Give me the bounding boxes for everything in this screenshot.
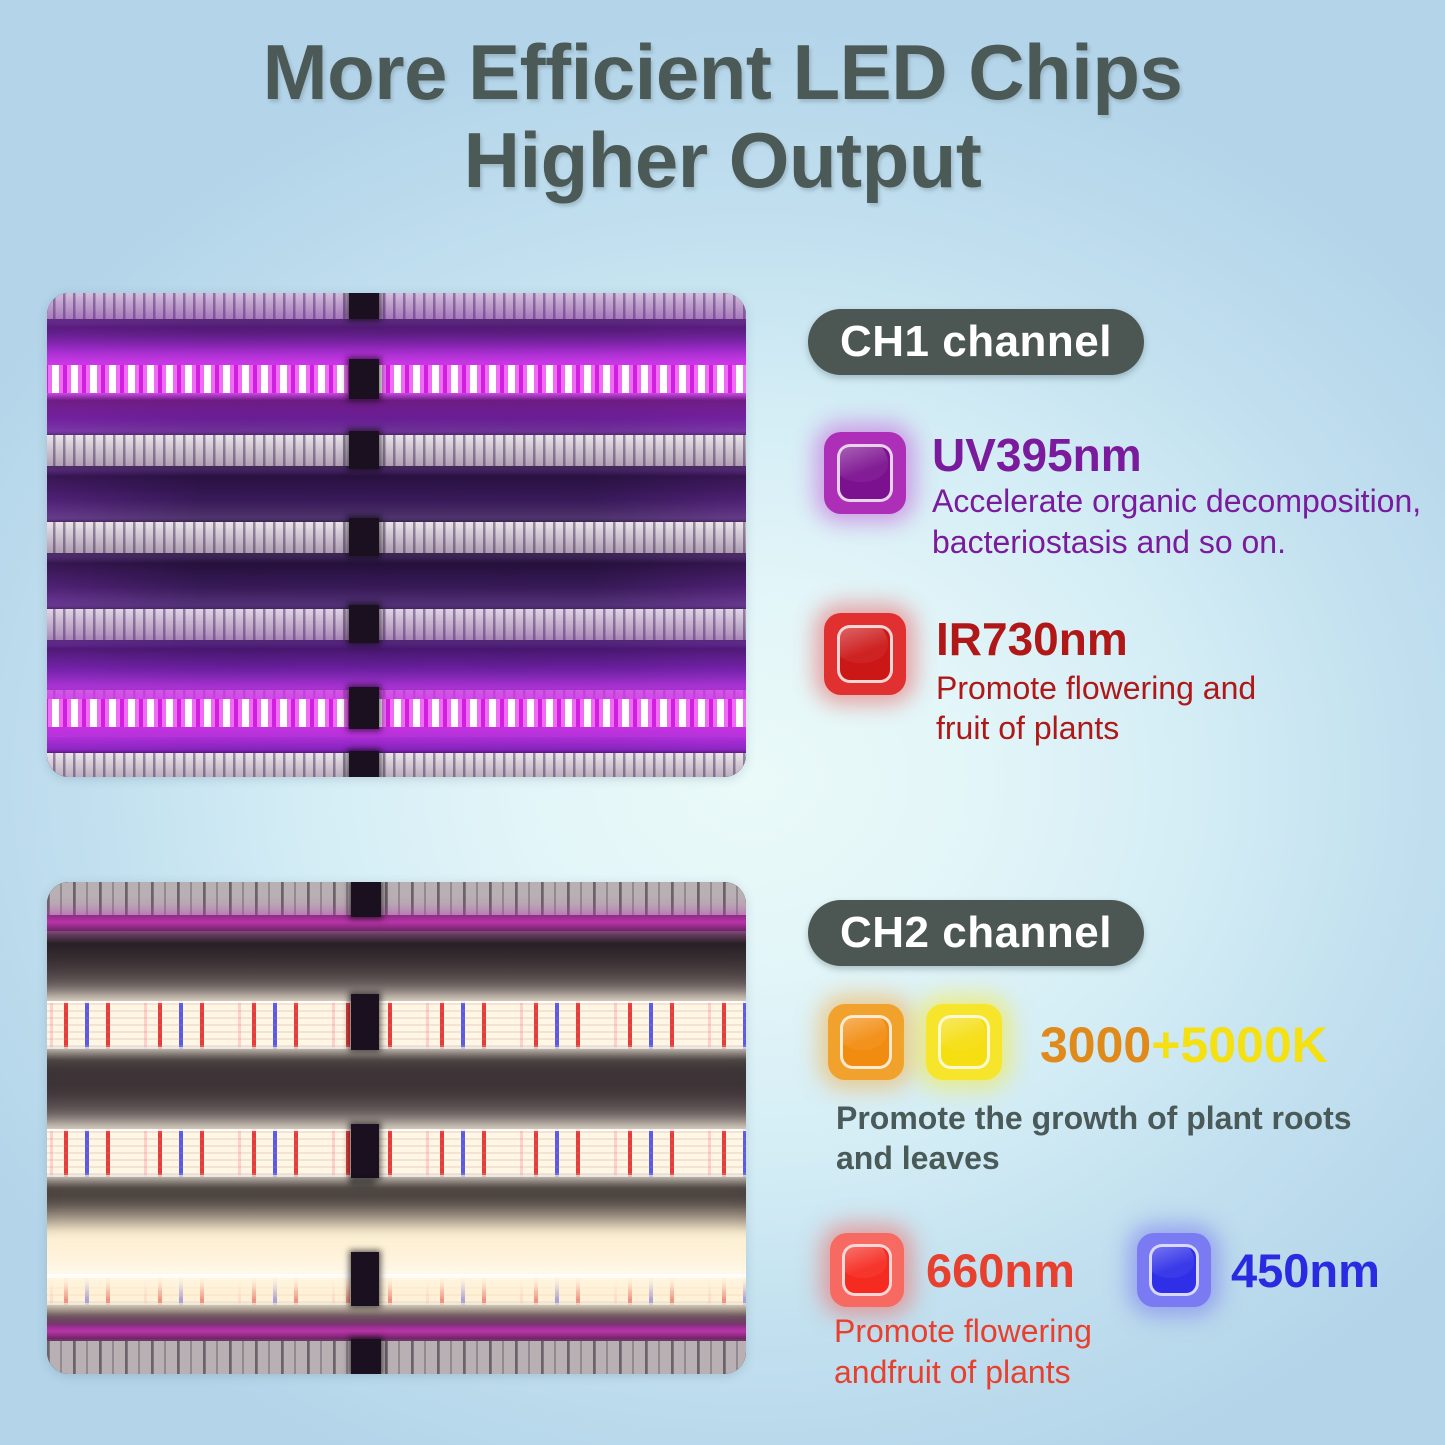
led-bar-uv-lit bbox=[47, 365, 746, 393]
ch1-led-photo bbox=[47, 293, 746, 777]
warm-white-chip-icon bbox=[828, 1004, 904, 1080]
chip-gloss bbox=[843, 1018, 887, 1051]
center-mount-block bbox=[349, 751, 379, 777]
center-mount-block bbox=[351, 1124, 379, 1178]
uv-chip-icon bbox=[824, 432, 906, 514]
center-mount-block bbox=[349, 605, 379, 643]
led-bar-unlit bbox=[47, 1341, 746, 1374]
led-bar-unlit bbox=[47, 435, 746, 466]
uv-description-line2: bacteriostasis and so on. bbox=[932, 524, 1286, 560]
cool-white-chip-inner bbox=[938, 1015, 990, 1069]
chip-gloss bbox=[844, 1247, 888, 1278]
uv-description-line1: Accelerate organic decomposition, bbox=[932, 483, 1422, 519]
magenta-rail bbox=[47, 1325, 746, 1339]
red660-description-line1: Promote flowering bbox=[834, 1313, 1092, 1349]
center-mount-block bbox=[351, 882, 381, 917]
chip-gloss bbox=[840, 628, 888, 663]
center-mount-block bbox=[351, 1339, 381, 1374]
center-mount-block bbox=[349, 431, 379, 469]
ir-description-line2: fruit of plants bbox=[936, 710, 1120, 746]
color-temp-label: 3000+5000K bbox=[1040, 1016, 1328, 1074]
red660-label: 660nm bbox=[926, 1244, 1075, 1297]
spacer bbox=[47, 1266, 746, 1270]
heatsink-gap bbox=[47, 1045, 746, 1129]
uv-chip-inner bbox=[837, 444, 893, 502]
led-bar-unlit bbox=[47, 609, 746, 640]
heatsink-gap bbox=[47, 319, 746, 365]
blue-chip-icon bbox=[1137, 1233, 1211, 1307]
blue450-label: 450nm bbox=[1231, 1244, 1380, 1297]
led-bar-unlit bbox=[47, 293, 746, 319]
color-temp-cool: +5000K bbox=[1151, 1017, 1328, 1073]
heatsink-gap bbox=[47, 393, 746, 435]
heatsink-gap bbox=[47, 931, 746, 1001]
red-chip-inner bbox=[841, 1244, 893, 1296]
center-mount-block bbox=[349, 518, 379, 556]
center-mount-block bbox=[351, 994, 379, 1050]
led-dot-texture bbox=[47, 1003, 746, 1047]
center-mount-block bbox=[349, 293, 379, 319]
warm-white-chip-inner bbox=[840, 1015, 892, 1069]
chip-gloss bbox=[1151, 1247, 1195, 1278]
color-temp-warm: 3000 bbox=[1040, 1017, 1152, 1073]
center-mount-block bbox=[349, 687, 379, 729]
red-chip-icon bbox=[830, 1233, 904, 1307]
led-bar-unlit bbox=[47, 522, 746, 553]
ch2-led-photo bbox=[47, 882, 746, 1374]
uv-label: UV395nm bbox=[932, 429, 1142, 481]
center-mount-block bbox=[351, 1252, 379, 1306]
heatsink-gap bbox=[47, 640, 746, 690]
ir-chip-inner bbox=[837, 625, 893, 683]
spacer bbox=[47, 1259, 746, 1263]
red660-description-line2: andfruit of plants bbox=[834, 1354, 1071, 1390]
spacer bbox=[47, 1239, 746, 1243]
spacer bbox=[47, 1244, 746, 1248]
led-bar-unlit bbox=[47, 882, 746, 915]
ir-description-line1: Promote flowering and bbox=[936, 670, 1257, 706]
ir-label: IR730nm bbox=[936, 613, 1128, 665]
ir-chip-icon bbox=[824, 613, 906, 695]
chip-gloss bbox=[840, 447, 888, 482]
spacer bbox=[47, 1274, 746, 1278]
led-bar-uv-lit bbox=[47, 699, 746, 727]
led-bar-white-lit bbox=[47, 1129, 746, 1177]
spacer bbox=[47, 1255, 746, 1259]
heatsink-gap bbox=[47, 466, 746, 522]
chip-gloss bbox=[941, 1018, 985, 1051]
led-bar-unlit bbox=[47, 753, 746, 777]
heatsink-gap bbox=[47, 553, 746, 609]
spacer bbox=[47, 1270, 746, 1274]
ch1-badge: CH1 channel bbox=[808, 309, 1144, 375]
cool-white-chip-icon bbox=[926, 1004, 1002, 1080]
led-dot-texture bbox=[47, 1131, 746, 1175]
title-line-2: Higher Output bbox=[463, 116, 982, 204]
center-mount-block bbox=[349, 359, 379, 399]
color-temp-description-line1: Promote the growth of plant roots bbox=[836, 1100, 1352, 1136]
page-title: More Efficient LED Chips Higher Output bbox=[0, 28, 1445, 204]
spacer bbox=[47, 1251, 746, 1255]
led-bar-white-lit bbox=[47, 1001, 746, 1049]
color-temp-description-line2: and leaves bbox=[836, 1140, 1000, 1176]
blue-chip-inner bbox=[1148, 1244, 1200, 1296]
title-line-1: More Efficient LED Chips bbox=[262, 28, 1183, 116]
magenta-rail bbox=[47, 915, 746, 931]
ch2-badge: CH2 channel bbox=[808, 900, 1144, 966]
